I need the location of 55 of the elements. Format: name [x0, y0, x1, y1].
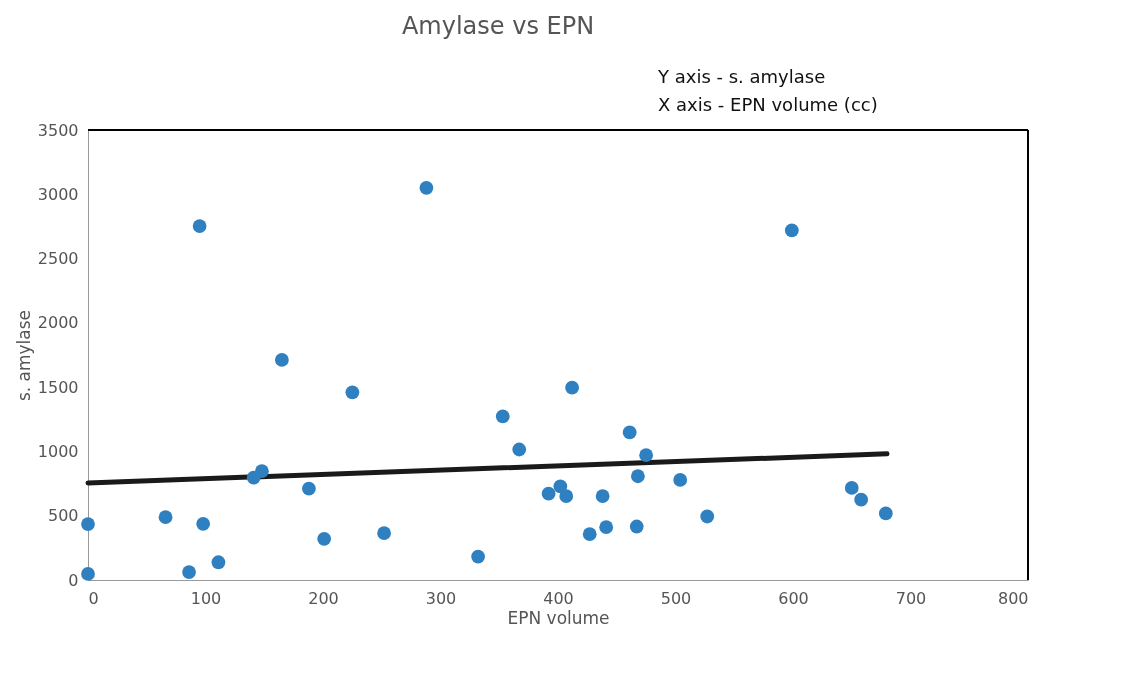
x-axis-title: EPN volume [507, 607, 610, 628]
x-tick-label: 800 [997, 588, 1029, 608]
point [599, 520, 614, 535]
text: X axis - EPN volume (cc) [658, 94, 878, 115]
point [541, 486, 556, 501]
point [639, 448, 654, 463]
point [317, 531, 332, 546]
point [565, 380, 579, 395]
point [700, 509, 715, 524]
point [784, 223, 799, 238]
point [471, 549, 485, 564]
point [81, 567, 95, 581]
y-tick-label: 3000 [37, 184, 79, 204]
y-tick-label: 1500 [37, 377, 79, 397]
x-tick-label: 100 [190, 588, 222, 608]
point [878, 506, 893, 521]
point [419, 180, 434, 195]
point [196, 516, 211, 531]
chart-title: Amylase vs EPN [401, 12, 595, 40]
point [302, 481, 316, 496]
point [629, 519, 644, 534]
y-tick-label: 2500 [37, 249, 79, 269]
x-tick-label: 700 [895, 588, 927, 608]
point [377, 526, 391, 541]
point [192, 219, 207, 233]
point [854, 492, 869, 507]
point [595, 489, 610, 503]
point [673, 473, 688, 487]
x-tick-label: 600 [778, 588, 809, 608]
x-tick-label: 200 [308, 588, 339, 608]
point [211, 555, 226, 570]
y-axis-title: s. amylase [13, 309, 34, 402]
point [844, 481, 859, 495]
point [182, 565, 196, 579]
point [582, 527, 597, 542]
x-tick-label: 500 [660, 588, 692, 608]
point [559, 489, 574, 503]
y-tick-label: 500 [47, 506, 79, 526]
x-tick-label: 400 [543, 588, 574, 608]
x-tick-label: 0 [88, 588, 99, 608]
point [495, 409, 510, 424]
y-tick-label: 3500 [37, 120, 79, 140]
point [622, 425, 637, 440]
point [631, 469, 645, 484]
point [345, 385, 360, 400]
y-tick-label: 1000 [37, 441, 79, 461]
point [255, 464, 269, 479]
y-tick-label: 0 [68, 570, 79, 590]
y-tick-label: 2000 [37, 313, 79, 333]
text: Y axis - s. amylase [657, 66, 826, 87]
x-tick-label: 300 [425, 588, 457, 608]
point [274, 353, 289, 367]
point [158, 510, 173, 525]
point [512, 442, 527, 457]
point [81, 517, 95, 531]
